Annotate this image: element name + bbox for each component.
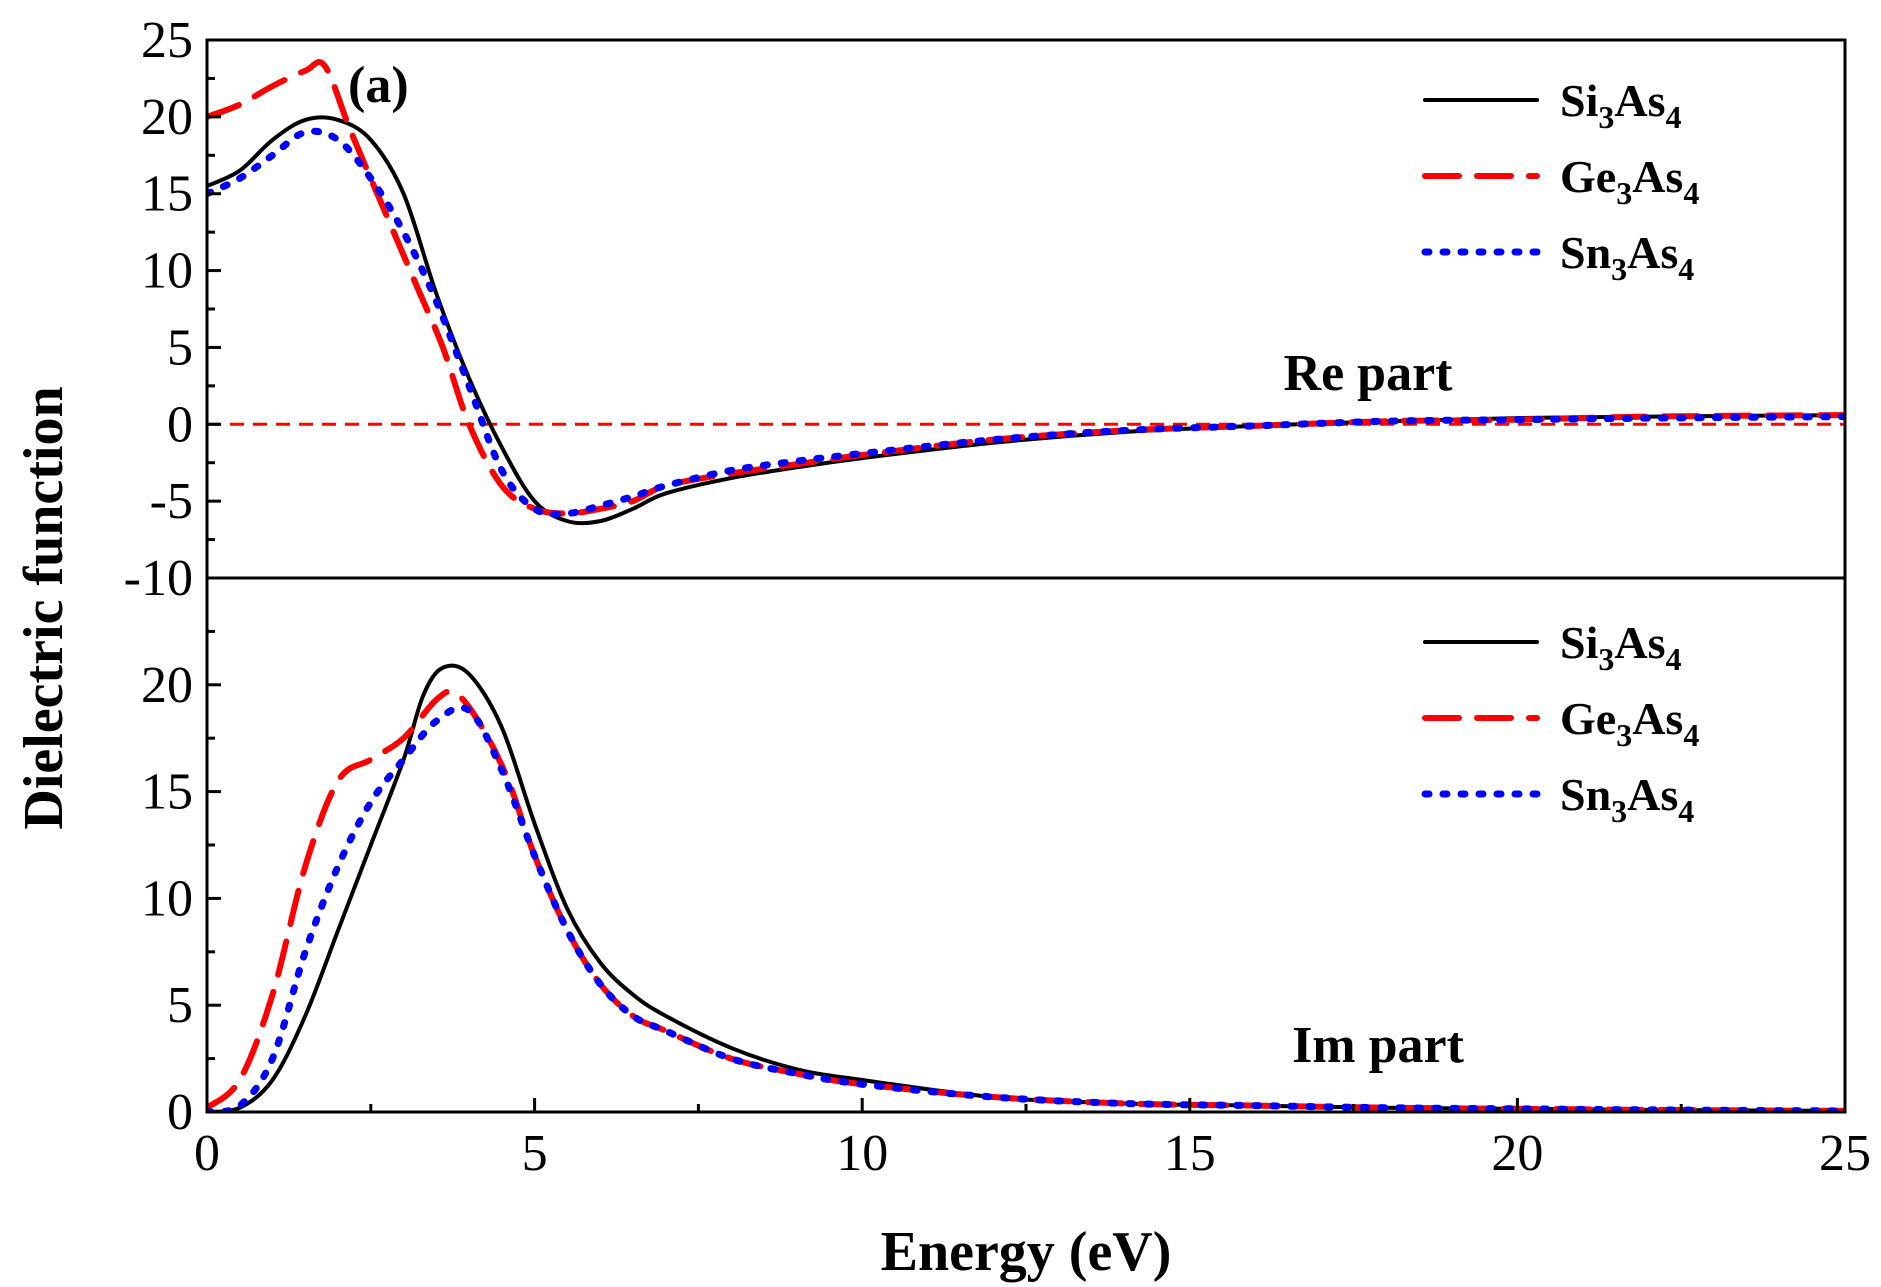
y-tick-label-re: -5 bbox=[150, 473, 193, 530]
re-part-label: Re part bbox=[1284, 345, 1454, 402]
series-line-im-sn3as4 bbox=[207, 704, 1845, 1112]
legend-subscript: 3 bbox=[1616, 175, 1632, 211]
legend-base-text: As bbox=[1632, 151, 1683, 202]
legend-label-im-sn3as4: Sn3As4 bbox=[1560, 769, 1694, 829]
legend-label-re-ge3as4: Ge3As4 bbox=[1560, 151, 1699, 211]
x-tick-label: 15 bbox=[1164, 1125, 1216, 1182]
plot-area bbox=[207, 59, 1845, 1112]
legend-base-text: Sn bbox=[1560, 227, 1611, 278]
legend-base-text: Ge bbox=[1560, 693, 1616, 744]
legend-label-re-si3as4: Si3As4 bbox=[1560, 75, 1682, 135]
legend-subscript: 4 bbox=[1678, 793, 1694, 829]
legend-base-text: As bbox=[1627, 227, 1678, 278]
y-tick-label-re: -10 bbox=[124, 550, 193, 607]
legend-subscript: 4 bbox=[1683, 175, 1699, 211]
y-tick-label-re: 0 bbox=[167, 396, 193, 453]
legend-subscript: 3 bbox=[1611, 251, 1627, 287]
series-line-im-ge3as4 bbox=[207, 688, 1845, 1112]
legend-base-text: Sn bbox=[1560, 769, 1611, 820]
legend-label-im-si3as4: Si3As4 bbox=[1560, 617, 1682, 677]
legend-base-text: As bbox=[1614, 617, 1665, 668]
legend-subscript: 4 bbox=[1678, 251, 1694, 287]
y-tick-label-im: 5 bbox=[167, 977, 193, 1034]
y-tick-label-re: 15 bbox=[141, 166, 193, 223]
legend-base-text: As bbox=[1627, 769, 1678, 820]
series-line-re-sn3as4 bbox=[207, 127, 1845, 518]
legend-base-text: Ge bbox=[1560, 151, 1616, 202]
im-part-label: Im part bbox=[1292, 1017, 1465, 1074]
y-tick-label-im: 15 bbox=[141, 764, 193, 821]
x-tick-label: 20 bbox=[1491, 1125, 1543, 1182]
y-tick-label-re: 5 bbox=[167, 319, 193, 376]
x-axis-title: Energy (eV) bbox=[881, 1221, 1172, 1283]
x-tick-label: 5 bbox=[522, 1125, 548, 1182]
text-layer: Energy (eV) Dielectric function (a) Re p… bbox=[13, 57, 1465, 1283]
y-tick-label-im: 0 bbox=[167, 1084, 193, 1141]
legend-subscript: 3 bbox=[1598, 99, 1614, 135]
legend-base-text: As bbox=[1632, 693, 1683, 744]
legend-subscript: 3 bbox=[1616, 717, 1632, 753]
y-tick-label-im: 10 bbox=[141, 870, 193, 927]
legend-base-text: Si bbox=[1560, 617, 1599, 668]
x-tick-label: 25 bbox=[1819, 1125, 1871, 1182]
legend-label-im-ge3as4: Ge3As4 bbox=[1560, 693, 1699, 753]
legend-base-text: Si bbox=[1560, 75, 1599, 126]
y-tick-label-re: 25 bbox=[141, 12, 193, 69]
panel-label-a: (a) bbox=[348, 57, 409, 114]
legend-subscript: 3 bbox=[1611, 793, 1627, 829]
panel-im-series bbox=[207, 663, 1845, 1112]
y-tick-label-im: 20 bbox=[141, 657, 193, 714]
legend-subscript: 4 bbox=[1666, 641, 1682, 677]
y-axis-title: Dielectric function bbox=[13, 386, 75, 829]
legend-subscript: 4 bbox=[1683, 717, 1699, 753]
legend-subscript: 4 bbox=[1666, 99, 1682, 135]
x-tick-label: 10 bbox=[836, 1125, 888, 1182]
panel-re-series bbox=[207, 59, 1845, 526]
y-tick-label-re: 10 bbox=[141, 243, 193, 300]
axes-layer: 2520151050-5-10Si3As4Ge3As4Sn3As42015105… bbox=[124, 12, 1871, 1182]
legend-subscript: 3 bbox=[1598, 641, 1614, 677]
x-tick-label: 0 bbox=[194, 1125, 220, 1182]
y-tick-label-re: 20 bbox=[141, 89, 193, 146]
legend-base-text: As bbox=[1614, 75, 1665, 126]
legend-label-re-sn3as4: Sn3As4 bbox=[1560, 227, 1694, 287]
